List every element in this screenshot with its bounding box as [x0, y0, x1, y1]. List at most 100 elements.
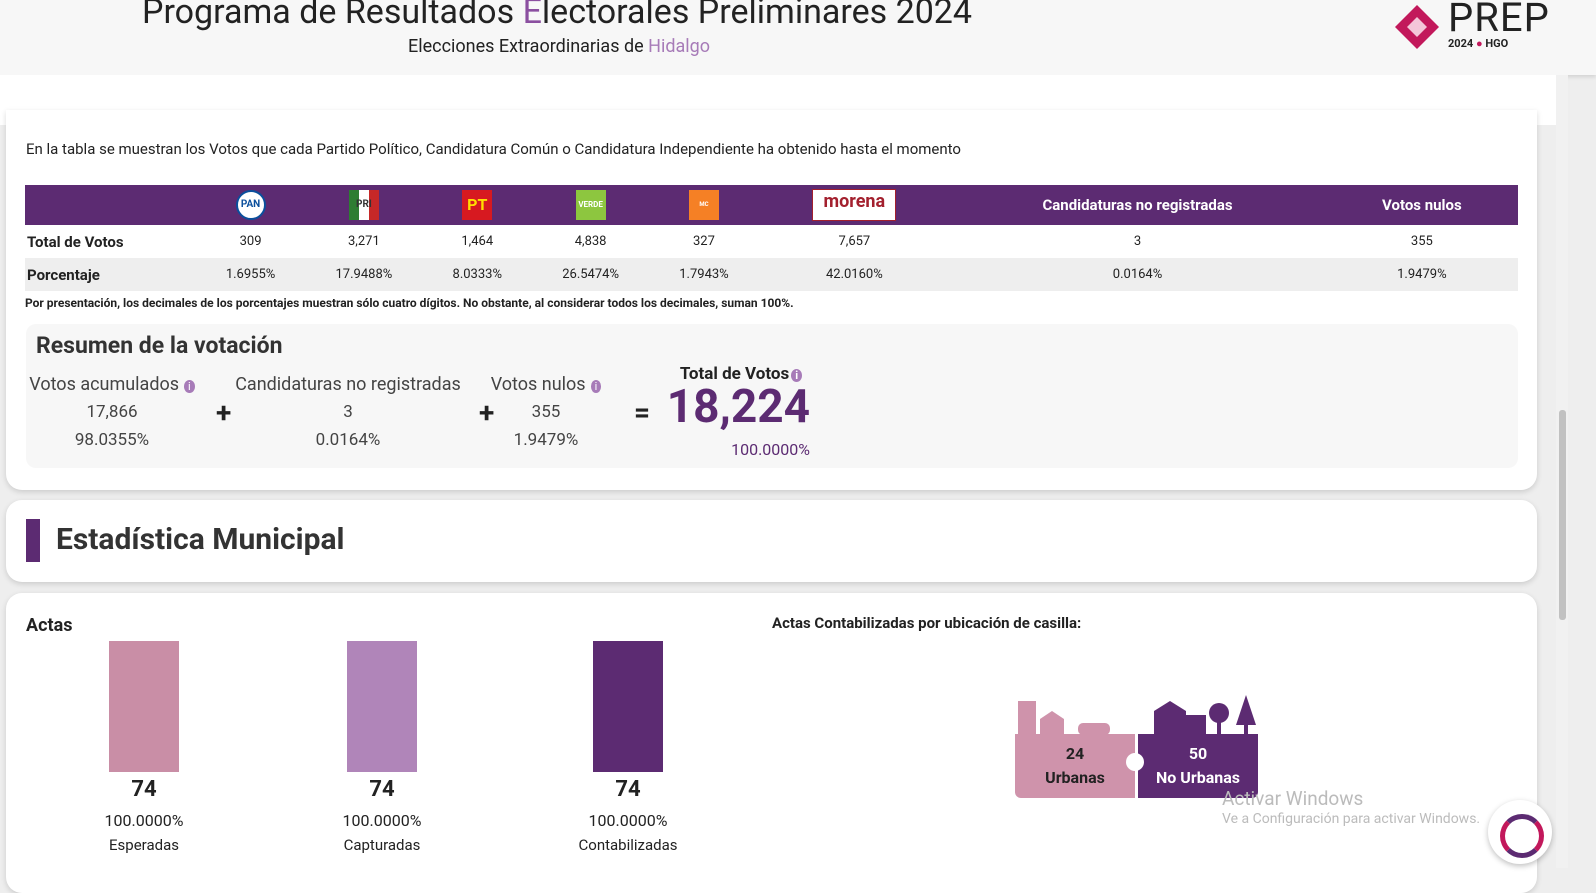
party-logo: MC: [688, 190, 719, 220]
column-header: morena: [759, 185, 950, 225]
location-box: 24 Urbanas: [1015, 734, 1135, 798]
summary-votes: 355: [531, 402, 561, 422]
title-text: lectorales Preliminares 2024: [541, 0, 973, 32]
note: Por presentación, los decimales de los p…: [25, 296, 794, 310]
acta-percent: 100.0000%: [104, 811, 184, 830]
subtitle-text: Elecciones Extraordinarias de: [408, 36, 649, 57]
acta-label: Contabilizadas: [578, 836, 678, 854]
acta-percent: 100.0000%: [588, 811, 668, 830]
cell: 1.6955%: [225, 267, 276, 282]
location-label: Urbanas: [1045, 768, 1105, 787]
cell: 327: [693, 234, 715, 249]
table-row: Total de Votos 309 3,271 1,464 4,838 327 7,657…: [25, 225, 1518, 258]
logo-icon: [1395, 5, 1439, 49]
subtitle: Elecciones Extraordinarias de Hidalgo: [408, 36, 710, 57]
location-value: 50: [1188, 744, 1208, 763]
acta-bar: [593, 641, 663, 772]
party-logo: PT: [462, 190, 493, 220]
summary-votes: 17,866: [86, 402, 138, 422]
summary-percent: 98.0355%: [74, 430, 150, 450]
share-button[interactable]: [1488, 800, 1552, 864]
summary: Resumen de la votación Total de Votos i 1…: [26, 324, 1518, 468]
column-header: VERDE: [532, 185, 649, 225]
cell: 26.5474%: [562, 267, 619, 282]
info-icon: i: [184, 380, 195, 393]
logo-year: 2024: [1448, 37, 1474, 50]
location-divider: [1126, 753, 1144, 771]
party-logo: PRI: [348, 190, 379, 220]
location-icons: [1018, 695, 1256, 735]
operator: +: [479, 396, 495, 429]
votes-card: En la tabla se muestran los Votos que ca…: [6, 110, 1537, 490]
acta-percent: 100.0000%: [342, 811, 422, 830]
summary-title: Resumen de la votación: [36, 332, 283, 359]
cell: 355: [1410, 234, 1433, 249]
acta-label: Capturadas: [343, 836, 421, 854]
party-logo: morena: [812, 189, 897, 221]
column-header: Votos nulos: [1325, 185, 1518, 225]
title-text: E: [522, 0, 542, 32]
total-percent: 100.0000%: [731, 440, 810, 459]
acta-bar: [109, 641, 179, 772]
acta-value: 74: [369, 777, 395, 802]
subtitle-text: Hidalgo: [648, 36, 711, 57]
cell: 3: [1133, 234, 1142, 249]
cell: 7,657: [838, 234, 871, 249]
logo-sub: 2024 ● HGO: [1448, 37, 1509, 50]
location-box: 50 No Urbanas: [1138, 734, 1258, 798]
table-row: Porcentaje 1.6955% 17.9488% 8.0333% 26.5474%…: [25, 258, 1518, 291]
title-text: Programa de Resultados: [142, 0, 523, 32]
title: Programa de Resultados Electorales Preli…: [142, 0, 972, 32]
party-logo: PAN: [235, 190, 266, 220]
total-label: Total de Votos i: [666, 364, 816, 384]
summary-label-text: Votos nulos: [490, 374, 586, 395]
cell: 0.0164%: [1112, 267, 1163, 282]
cell: 1.9479%: [1397, 267, 1447, 282]
cell: 3,271: [348, 234, 380, 249]
summary-label-text: Votos acumulados: [29, 374, 180, 395]
operator: +: [216, 396, 232, 429]
summary-percent: 1.9479%: [513, 430, 579, 450]
cell: 1.7943%: [679, 267, 729, 282]
actas-card: Actas Actas Contabilizadas por ubicación…: [6, 593, 1537, 893]
intro: En la tabla se muestran los Votos que ca…: [26, 140, 961, 158]
total-votes: 18,224: [666, 380, 810, 434]
info-icon: i: [590, 380, 602, 393]
actas-title: Actas: [26, 615, 73, 636]
header: Programa de Resultados Electorales Preli…: [0, 0, 1596, 75]
summary-label: Votos acumulados i: [26, 374, 198, 395]
location-value: 24: [1065, 744, 1085, 763]
row-label: Porcentaje: [27, 265, 100, 284]
column-header: PT: [421, 185, 533, 225]
summary-label: Candidaturas no registradas: [226, 374, 470, 395]
logo-state: HGO: [1485, 37, 1509, 50]
scrollbar[interactable]: [1556, 75, 1568, 868]
location-label: No Urbanas: [1155, 768, 1240, 787]
summary-percent: 0.0164%: [315, 430, 381, 450]
accent: [26, 519, 40, 562]
section-title: Estadística Municipal: [56, 522, 345, 557]
operator: =: [634, 396, 651, 429]
column-header: PAN: [195, 185, 306, 225]
cell: 42.0160%: [825, 267, 883, 282]
acta-bar: [347, 641, 417, 772]
cell: 4,838: [574, 234, 607, 249]
municipal-card: Estadística Municipal: [6, 500, 1537, 582]
watermark-text: Ve a Configuración para activar Windows.: [1222, 811, 1481, 827]
watermark-title: Activar Windows: [1222, 787, 1364, 810]
party-logo: VERDE: [575, 190, 606, 220]
column-header: Candidaturas no registradas: [949, 185, 1326, 225]
location-title: Actas Contabilizadas por ubicación de ca…: [772, 614, 1082, 632]
total-label-text: Total de Votos: [679, 364, 790, 384]
acta-label: Esperadas: [109, 836, 179, 854]
column-header: MC: [648, 185, 760, 225]
cell: 17.9488%: [335, 267, 393, 282]
acta-value: 74: [615, 777, 641, 802]
corner: [25, 185, 196, 225]
cell: 8.0333%: [452, 267, 502, 282]
summary-label: Votos nulos i: [486, 374, 606, 395]
cell: 1,464: [461, 234, 494, 249]
row-label: Total de Votos: [27, 232, 124, 251]
votes-table: PAN PRI PT VERDE MC morena Candidaturas no reg…: [25, 185, 1518, 291]
